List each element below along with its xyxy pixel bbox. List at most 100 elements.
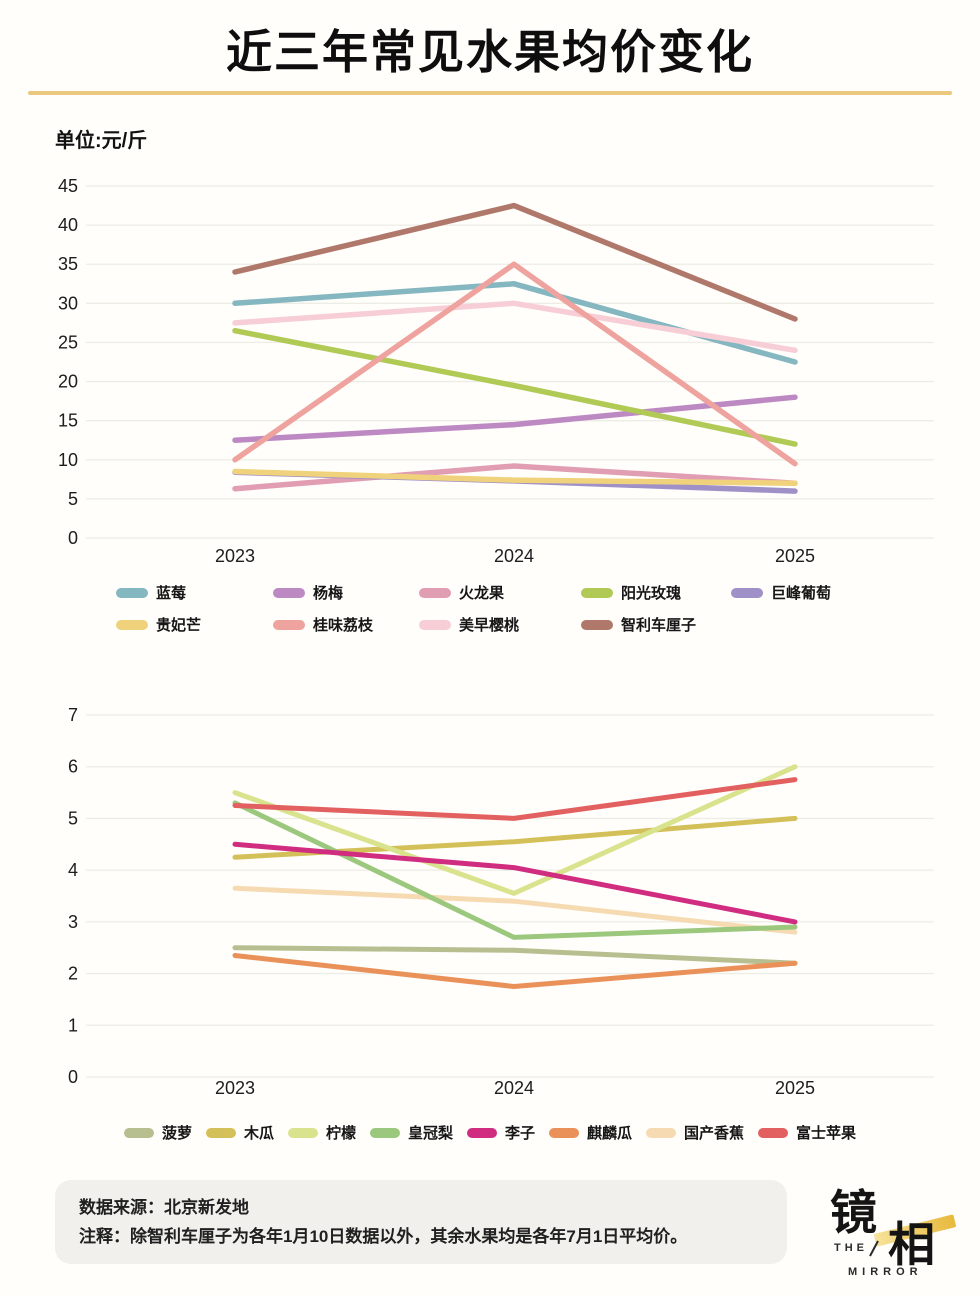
y-tick-label: 6 bbox=[68, 757, 78, 777]
x-tick-label: 2023 bbox=[215, 546, 255, 566]
footer-note-box: 数据来源：北京新发地 注释：除智利车厘子为各年1月10日数据以外，其余水果均是各… bbox=[55, 1180, 787, 1264]
legend-swatch bbox=[731, 587, 763, 598]
legend-item-贵妃芒: 贵妃芒 bbox=[116, 614, 273, 635]
legend-swatch bbox=[116, 619, 148, 630]
legend-item-木瓜: 木瓜 bbox=[205, 1122, 274, 1143]
logo-the-text: THE bbox=[834, 1242, 868, 1254]
gold-divider-rule bbox=[28, 91, 952, 95]
legend-label: 火龙果 bbox=[459, 585, 505, 602]
legend-swatch bbox=[273, 587, 305, 598]
legend-chart-high: 蓝莓 杨梅 火龙果 阳光玫瑰 巨峰葡萄贵妃芒 桂味荔枝 美早樱桃 智利车厘子 bbox=[116, 582, 876, 635]
legend-swatch bbox=[419, 587, 451, 598]
legend-swatch bbox=[205, 1127, 236, 1138]
y-tick-label: 5 bbox=[68, 808, 78, 828]
legend-item-皇冠梨: 皇冠梨 bbox=[369, 1122, 453, 1143]
y-tick-label: 7 bbox=[68, 705, 78, 725]
series-line-桂味荔枝 bbox=[232, 261, 798, 467]
y-tick-label: 0 bbox=[68, 1067, 78, 1087]
series-line-美早樱桃 bbox=[232, 300, 798, 354]
legend-label: 阳光玫瑰 bbox=[621, 585, 682, 602]
unit-label: 单位:元/斤 bbox=[55, 130, 148, 152]
the-mirror-logo: 镜 相 THE MIRROR bbox=[826, 1178, 972, 1290]
y-tick-label: 4 bbox=[68, 860, 78, 880]
x-tick-label: 2025 bbox=[775, 546, 815, 566]
series-line-贵妃芒 bbox=[232, 468, 798, 486]
y-tick-label: 1 bbox=[68, 1015, 78, 1035]
legend-label: 巨峰葡萄 bbox=[771, 585, 832, 602]
legend-swatch bbox=[646, 1127, 677, 1138]
annotation-line: 注释：除智利车厘子为各年1月10日数据以外，其余水果均是各年7月1日平均价。 bbox=[79, 1227, 688, 1246]
series-line-杨梅 bbox=[232, 394, 798, 443]
legend-item-李子: 李子 bbox=[467, 1122, 535, 1143]
legend-label: 皇冠梨 bbox=[407, 1125, 453, 1142]
legend-label: 柠檬 bbox=[325, 1125, 356, 1142]
y-tick-label: 35 bbox=[58, 254, 78, 274]
legend-item-阳光玫瑰: 阳光玫瑰 bbox=[581, 582, 731, 603]
y-tick-label: 0 bbox=[68, 528, 78, 548]
legend-swatch bbox=[116, 587, 148, 598]
legend-swatch bbox=[273, 619, 305, 630]
series-line-皇冠梨 bbox=[232, 800, 798, 940]
legend-swatch bbox=[123, 1127, 154, 1138]
legend-label: 木瓜 bbox=[243, 1125, 274, 1142]
x-tick-label: 2024 bbox=[494, 546, 534, 566]
legend-item-美早樱桃: 美早樱桃 bbox=[419, 614, 581, 635]
y-tick-label: 3 bbox=[68, 912, 78, 932]
legend-item-蓝莓: 蓝莓 bbox=[116, 582, 273, 603]
legend-label: 菠萝 bbox=[161, 1125, 192, 1142]
series-line-蓝莓 bbox=[232, 281, 798, 365]
legend-swatch bbox=[419, 619, 451, 630]
legend-swatch bbox=[467, 1127, 497, 1138]
legend-item-巨峰葡萄: 巨峰葡萄 bbox=[731, 582, 876, 603]
x-tick-label: 2023 bbox=[215, 1078, 255, 1098]
page-title: 近三年常见水果均价变化 bbox=[226, 26, 754, 78]
legend-swatch bbox=[758, 1127, 789, 1138]
series-line-国产香蕉 bbox=[232, 885, 798, 935]
legend-item-桂味荔枝: 桂味荔枝 bbox=[273, 614, 419, 635]
y-tick-label: 5 bbox=[68, 489, 78, 509]
legend-item-富士苹果: 富士苹果 bbox=[758, 1122, 856, 1143]
legend-swatch bbox=[581, 619, 613, 630]
y-tick-label: 30 bbox=[58, 293, 78, 313]
series-line-智利车厘子 bbox=[232, 202, 798, 322]
legend-label: 国产香蕉 bbox=[684, 1125, 745, 1142]
series-line-富士苹果 bbox=[232, 777, 798, 821]
legend-item-智利车厘子: 智利车厘子 bbox=[581, 614, 731, 635]
fruit-price-chart-low: 0 1 2 3 4 5 6 7 2023 2024 2025 bbox=[68, 705, 934, 1098]
legend-label: 美早樱桃 bbox=[459, 617, 520, 634]
legend-item-杨梅: 杨梅 bbox=[273, 582, 419, 603]
logo-mirror-text: MIRROR bbox=[848, 1266, 923, 1278]
legend-label: 杨梅 bbox=[313, 585, 344, 602]
legend-label: 智利车厘子 bbox=[621, 617, 697, 634]
legend-item-麒麟瓜: 麒麟瓜 bbox=[549, 1122, 632, 1143]
y-tick-label: 2 bbox=[68, 964, 78, 984]
y-tick-label: 20 bbox=[58, 372, 78, 392]
series-line-李子 bbox=[232, 841, 798, 925]
legend-swatch bbox=[369, 1127, 400, 1138]
legend-swatch bbox=[581, 587, 613, 598]
legend-label: 蓝莓 bbox=[156, 585, 187, 602]
series-line-阳光玫瑰 bbox=[232, 327, 798, 447]
y-tick-label: 15 bbox=[58, 411, 78, 431]
legend-label: 富士苹果 bbox=[796, 1125, 857, 1142]
legend-item-柠檬: 柠檬 bbox=[287, 1122, 356, 1143]
legend-swatch bbox=[287, 1127, 318, 1138]
legend-swatch bbox=[549, 1127, 580, 1138]
y-tick-label: 25 bbox=[58, 332, 78, 352]
y-tick-label: 40 bbox=[58, 215, 78, 235]
x-tick-label: 2025 bbox=[775, 1078, 815, 1098]
legend-item-国产香蕉: 国产香蕉 bbox=[646, 1122, 744, 1143]
series-line-柠檬 bbox=[232, 764, 798, 896]
legend-label: 贵妃芒 bbox=[156, 617, 202, 634]
legend-label: 麒麟瓜 bbox=[587, 1125, 633, 1142]
series-line-火龙果 bbox=[232, 463, 798, 492]
legend-label: 桂味荔枝 bbox=[313, 617, 374, 634]
legend-item-菠萝: 菠萝 bbox=[123, 1122, 192, 1143]
x-tick-label: 2024 bbox=[494, 1078, 534, 1098]
legend-label: 李子 bbox=[505, 1125, 536, 1142]
legend-item-火龙果: 火龙果 bbox=[419, 582, 581, 603]
y-tick-label: 45 bbox=[58, 176, 78, 196]
y-tick-label: 10 bbox=[58, 450, 78, 470]
logo-char-xiang: 相 bbox=[888, 1218, 935, 1271]
